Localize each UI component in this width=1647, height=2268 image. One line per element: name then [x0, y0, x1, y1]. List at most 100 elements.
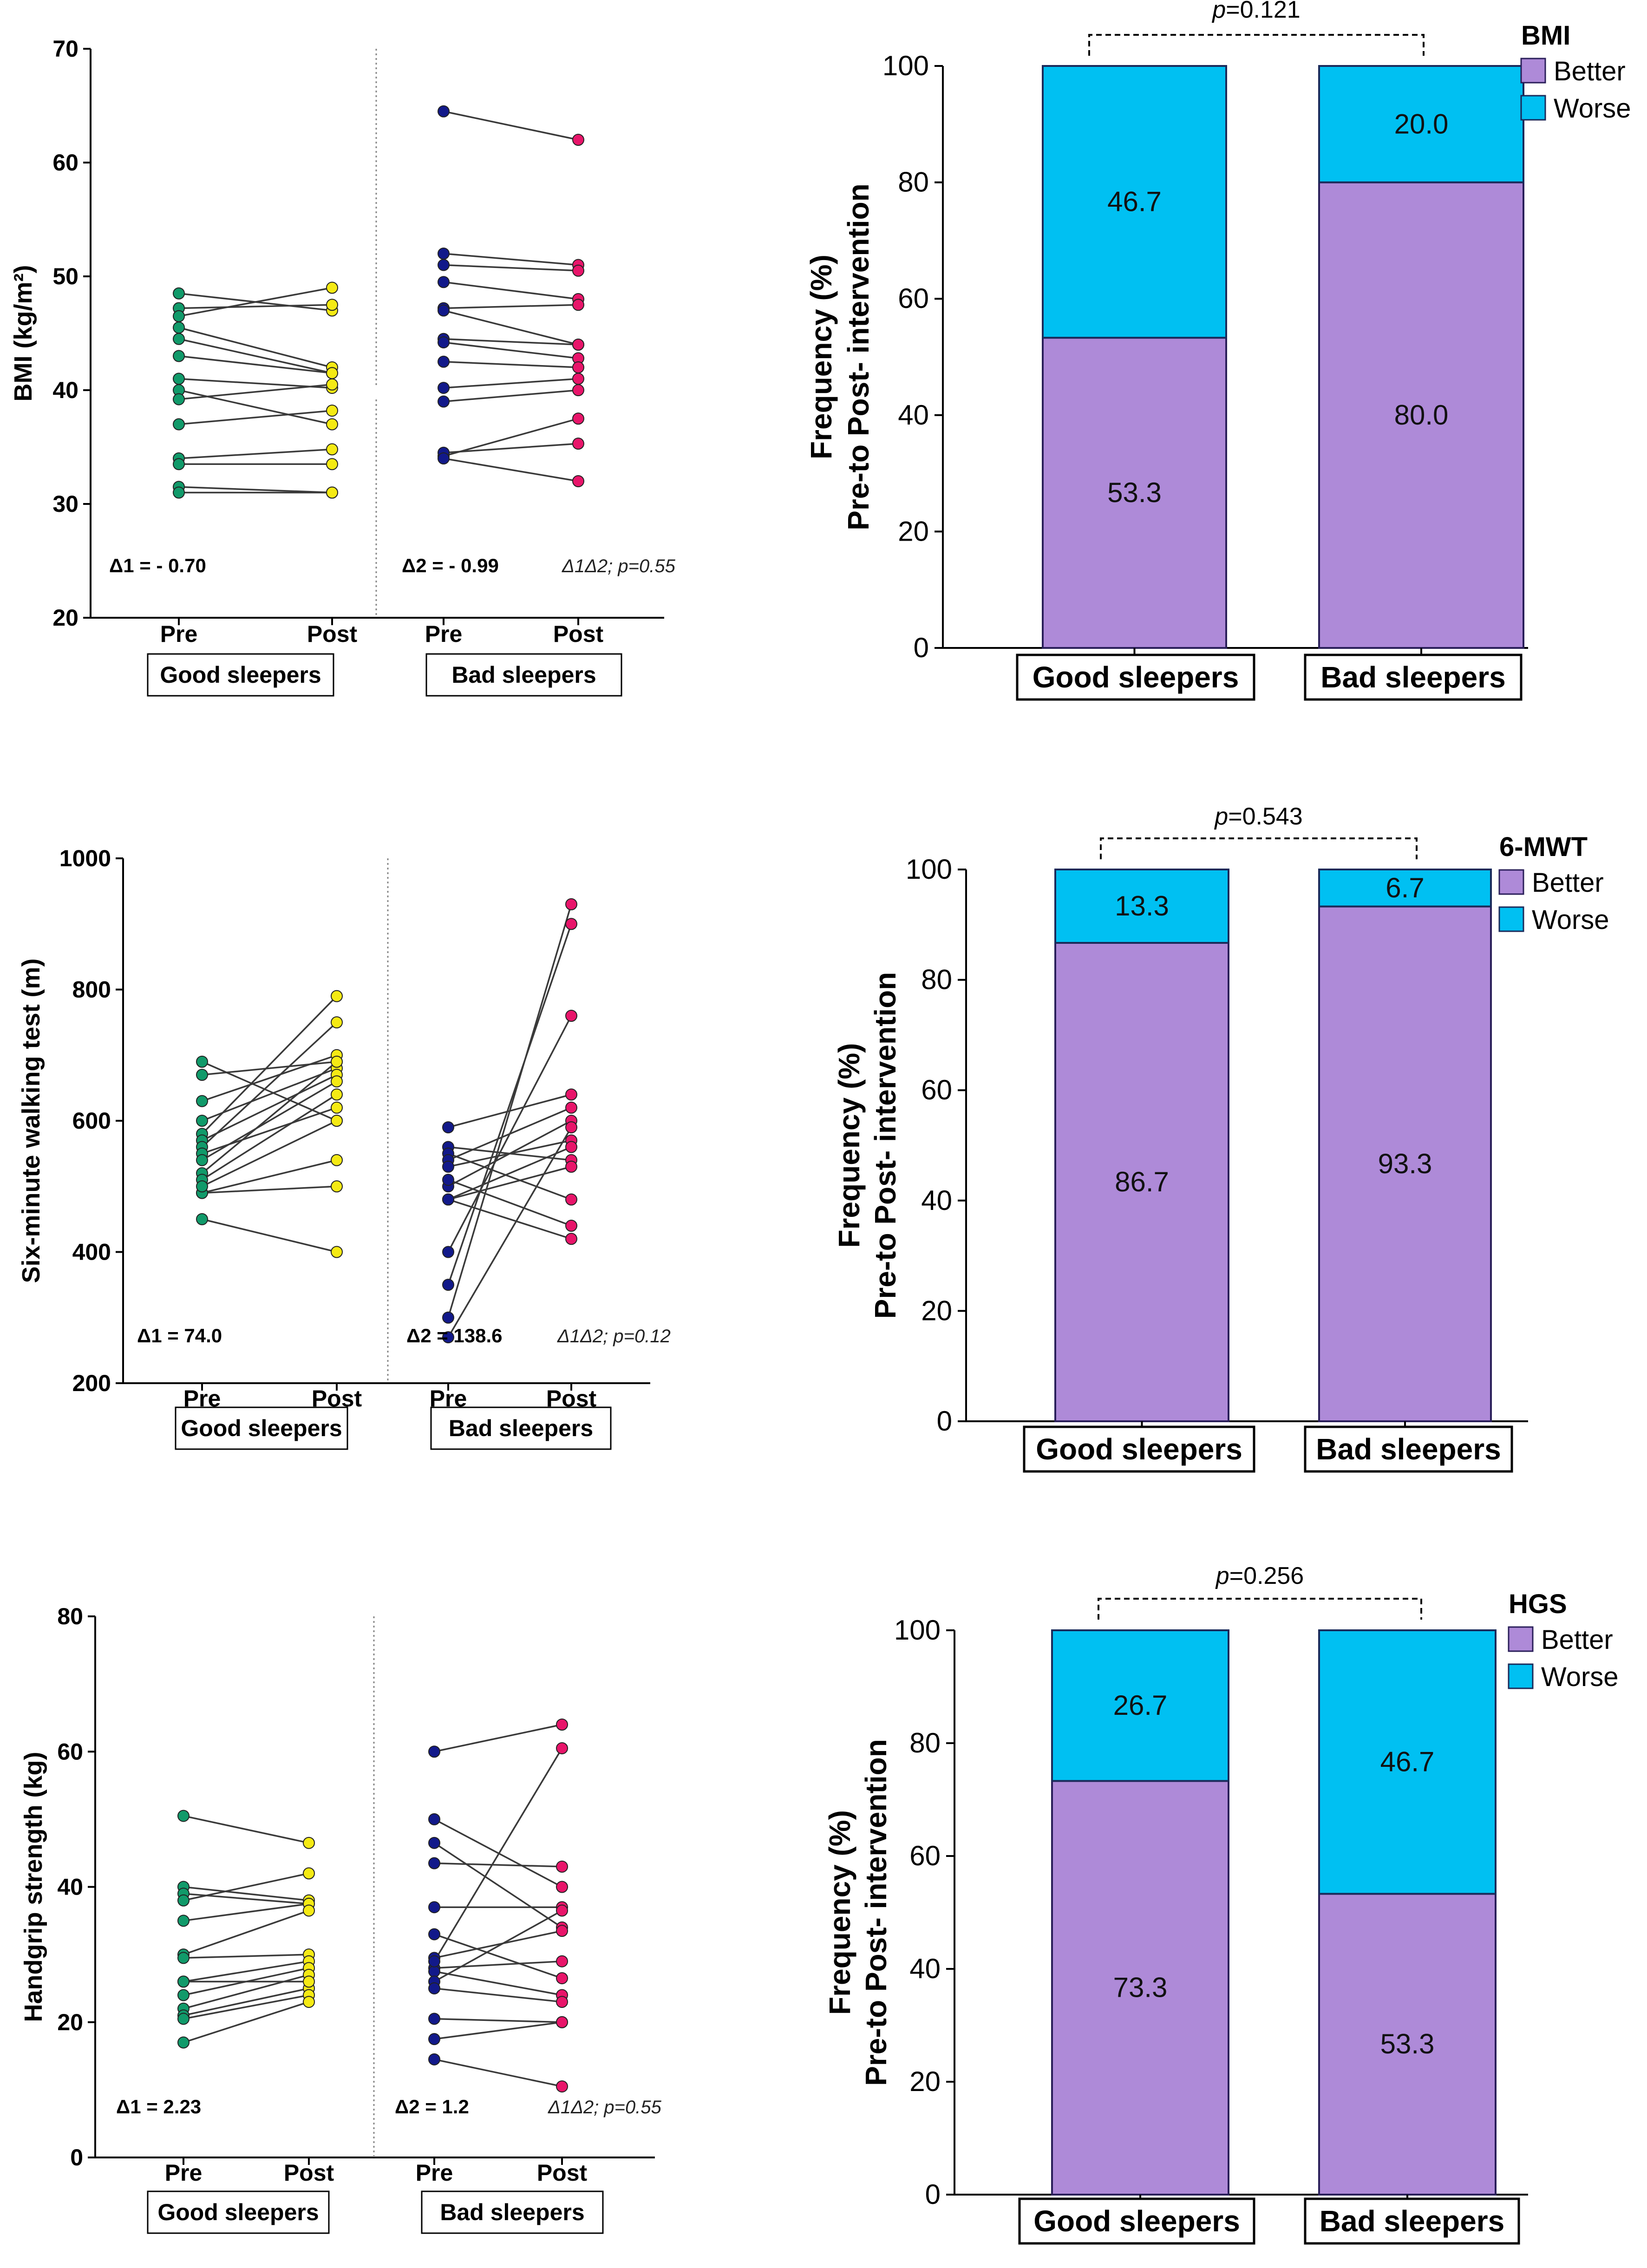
- x-tick-label: Pre: [160, 621, 198, 647]
- post-point: [565, 898, 577, 910]
- y-tick-label: 40: [909, 1953, 941, 1984]
- pair-line: [183, 1903, 309, 1922]
- y-tick-label: 20: [898, 516, 929, 547]
- pre-point: [428, 1745, 440, 1758]
- pre-point: [173, 321, 185, 334]
- y-tick-label: 70: [52, 36, 78, 62]
- pre-point: [177, 1975, 190, 1988]
- post-point: [326, 405, 338, 417]
- pair-line: [183, 1974, 309, 2010]
- post-point: [572, 339, 584, 351]
- y-tick-label: 30: [52, 491, 78, 517]
- category-box: [1304, 654, 1523, 701]
- y-tick-label: 1000: [59, 845, 111, 871]
- post-point: [556, 1860, 568, 1873]
- pair-line: [443, 281, 579, 300]
- y-axis-label: BMI (kg/m²): [9, 265, 37, 402]
- pair-line: [448, 1198, 572, 1240]
- post-point: [565, 1141, 577, 1153]
- pair-line: [447, 904, 572, 1318]
- pair-line: [202, 1061, 337, 1122]
- pair-line: [448, 1146, 572, 1201]
- pair-line: [202, 1054, 337, 1102]
- y-tick-label: 400: [72, 1239, 111, 1265]
- pre-point: [442, 1311, 454, 1324]
- y-tick-label: 200: [72, 1370, 111, 1396]
- pre-point: [438, 336, 450, 349]
- bar-worse: [1318, 1629, 1497, 1895]
- post-point: [565, 1220, 577, 1232]
- pair-line: [434, 2021, 562, 2040]
- delta-comparison-label: Δ1Δ2; p=0.12: [557, 1326, 671, 1346]
- delta-good-label: Δ1 = 74.0: [137, 1325, 222, 1346]
- pre-point: [196, 1115, 208, 1127]
- y-tick-label: 50: [52, 263, 78, 289]
- post-point: [331, 990, 343, 1002]
- pre-point: [438, 259, 450, 271]
- pair-line: [178, 327, 333, 368]
- y-tick-label: 0: [70, 2144, 83, 2170]
- pair-line: [447, 923, 572, 1285]
- delta-bad-label: Δ2 = 138.6: [406, 1325, 503, 1346]
- pair-line: [202, 1185, 337, 1194]
- group-label: Good sleepers: [181, 1415, 342, 1441]
- group-box: [421, 2190, 604, 2234]
- bar-worse: [1042, 65, 1227, 339]
- pair-line: [178, 389, 333, 425]
- legend-label-worse: Worse: [1541, 1662, 1619, 1692]
- pair-line: [448, 1120, 572, 1187]
- pre-point: [442, 1331, 454, 1344]
- pre-point: [442, 1246, 454, 1258]
- pre-point: [173, 393, 185, 405]
- bar-better-label: 80.0: [1394, 399, 1449, 431]
- y-tick-label: 80: [898, 167, 929, 198]
- pair-line: [448, 1166, 572, 1201]
- y-tick-label: 0: [937, 1405, 952, 1437]
- y-tick-label: 40: [921, 1185, 952, 1216]
- pair-line: [201, 1021, 338, 1148]
- pair-line: [202, 1080, 337, 1161]
- pair-line: [202, 1094, 337, 1181]
- pair-line: [202, 1218, 337, 1253]
- y-axis-label: Frequency (%): [804, 255, 838, 459]
- pre-point: [428, 1901, 440, 1914]
- category-label: Bad sleepers: [1320, 2204, 1504, 2238]
- pair-line: [178, 384, 333, 400]
- delta-bad-label: Δ2 = - 0.99: [402, 555, 499, 576]
- legend-swatch-better: [1508, 1626, 1534, 1652]
- bar-better-label: 53.3: [1107, 477, 1162, 508]
- post-point: [565, 1193, 577, 1206]
- pair-line: [183, 1872, 309, 1902]
- delta-good-label: Δ1 = 2.23: [116, 2096, 201, 2118]
- pair-line: [433, 1748, 563, 1962]
- bar-worse-label: 20.0: [1394, 108, 1449, 139]
- y-tick-label: 20: [921, 1295, 952, 1326]
- y-tick-label: 80: [909, 1727, 941, 1758]
- pair-line: [434, 1909, 562, 1982]
- legend-swatch-worse: [1498, 906, 1524, 932]
- pair-line: [434, 1987, 562, 2003]
- pair-line: [434, 1930, 562, 1959]
- post-point: [331, 1016, 343, 1029]
- pre-point: [438, 248, 450, 260]
- x-tick-label: Pre: [425, 621, 463, 647]
- y-tick-label: 40: [52, 377, 78, 403]
- post-point: [572, 412, 584, 425]
- post-point: [326, 458, 338, 471]
- x-tick-label: Post: [553, 621, 604, 647]
- post-point: [326, 367, 338, 379]
- y-tick-label: 20: [57, 2009, 83, 2035]
- pair-line: [202, 1061, 337, 1076]
- pair-line: [178, 338, 333, 374]
- post-point: [565, 1121, 577, 1134]
- post-point: [556, 1955, 568, 1967]
- pre-point: [428, 1837, 440, 1849]
- legend-swatch-better: [1520, 58, 1546, 84]
- p-value-label: p=0.543: [1214, 803, 1302, 830]
- post-point: [565, 918, 577, 930]
- y-tick-label: 20: [52, 605, 78, 631]
- pre-point: [173, 373, 185, 385]
- y-tick-label: 800: [72, 977, 111, 1003]
